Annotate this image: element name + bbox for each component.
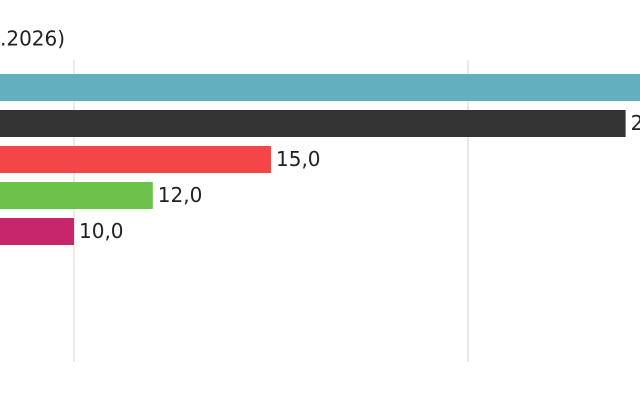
value-label: 10,0 (79, 219, 124, 243)
bar (0, 110, 626, 137)
bar (0, 218, 74, 245)
bar (0, 74, 640, 101)
bar (0, 146, 271, 173)
value-label: 24,0 (631, 111, 640, 135)
value-label: 15,0 (276, 147, 321, 171)
bar (0, 182, 153, 209)
chart-title: .2026) (0, 27, 65, 51)
value-label: 12,0 (158, 183, 203, 207)
